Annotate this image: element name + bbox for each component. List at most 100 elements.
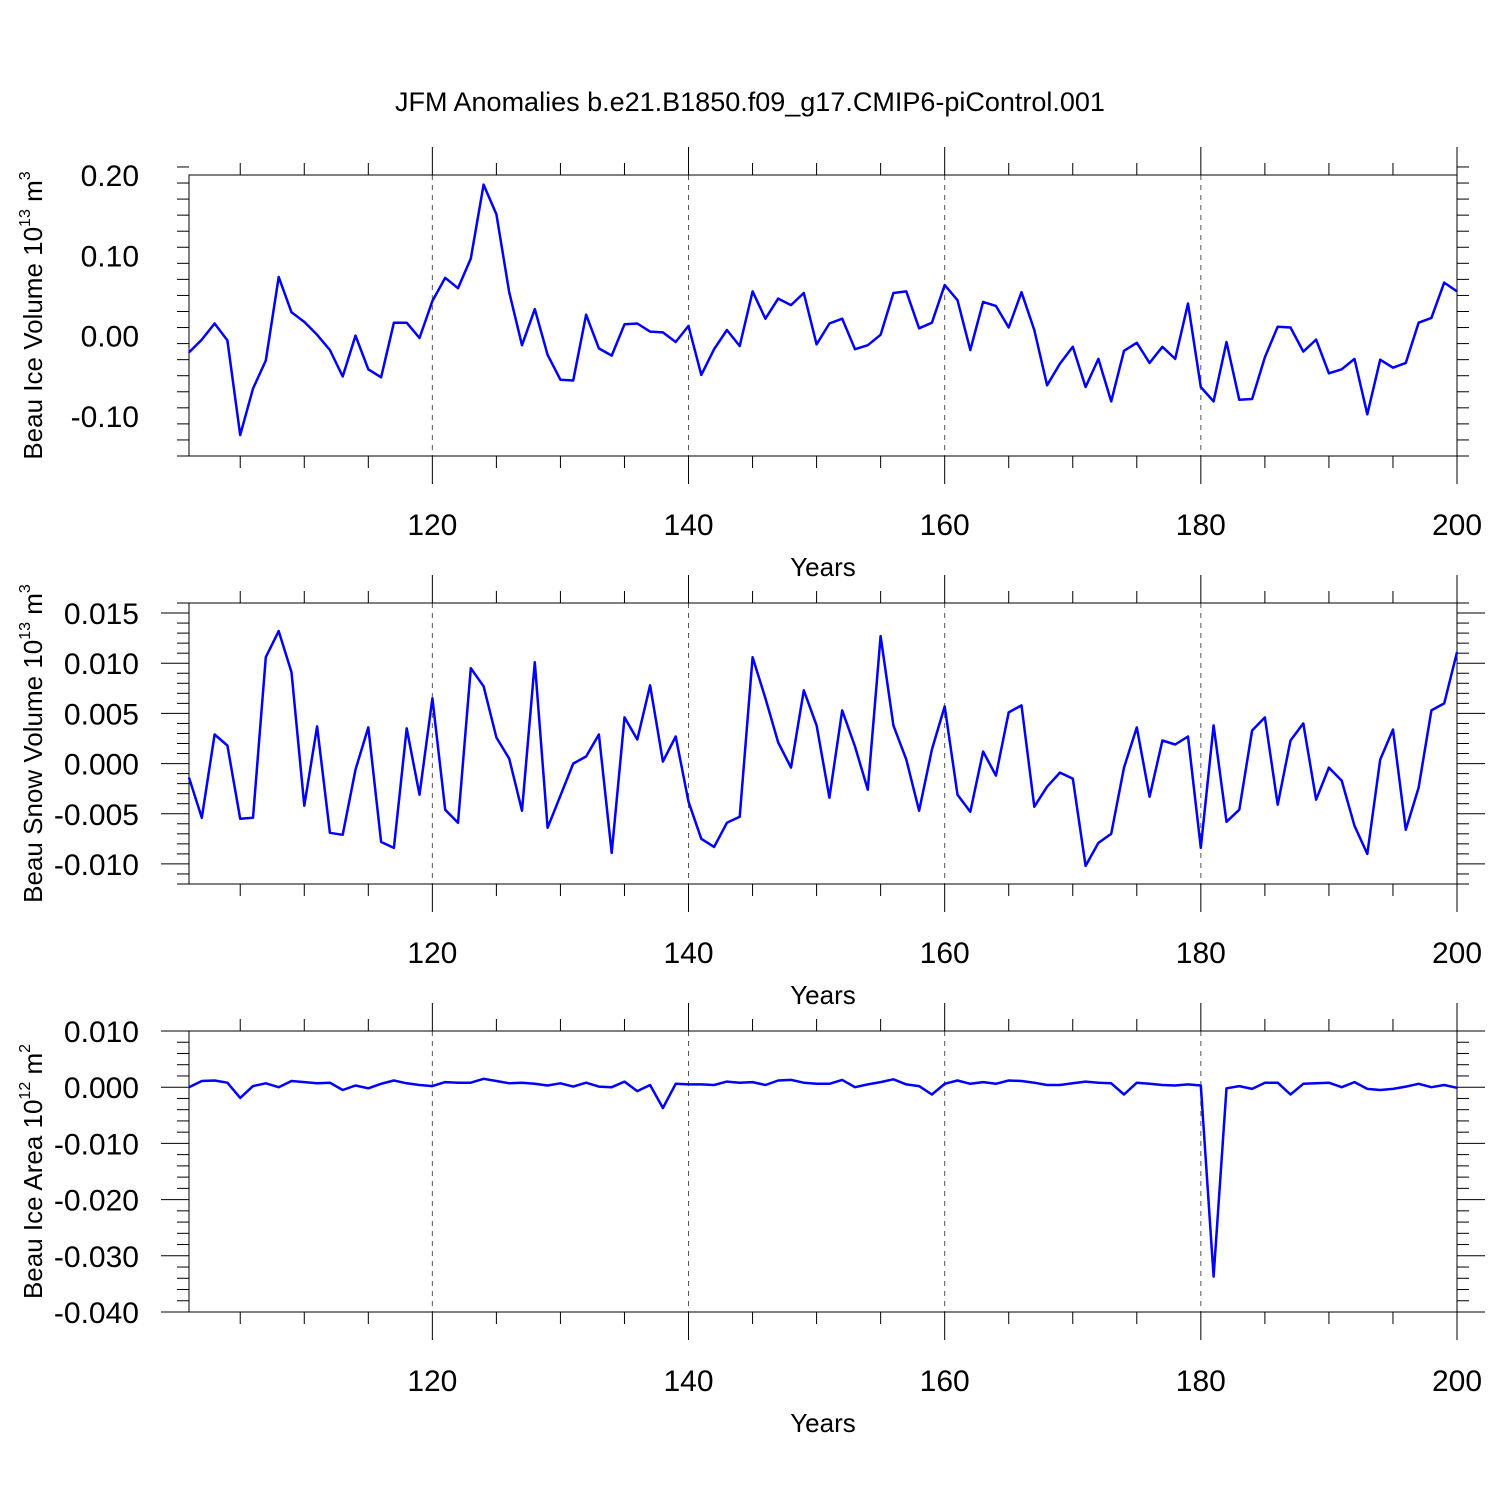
data-point	[470, 1081, 472, 1084]
data-point	[1379, 358, 1381, 361]
data-point	[1340, 368, 1343, 371]
y-tick-label: -0.040	[54, 1297, 139, 1330]
data-point	[1225, 341, 1228, 343]
data-point	[892, 292, 895, 294]
y-tick-label: -0.010	[54, 1128, 139, 1161]
data-point	[495, 736, 498, 739]
data-point	[444, 277, 447, 279]
data-point	[726, 1080, 728, 1083]
data-point	[636, 1090, 639, 1092]
data-point	[1456, 1087, 1458, 1089]
data-point	[1161, 1084, 1164, 1086]
data-point	[1328, 372, 1330, 375]
data-point	[867, 1083, 869, 1086]
x-axis-label: Years	[790, 1408, 856, 1438]
x-axis-label: Years	[790, 980, 856, 1010]
data-point	[265, 656, 267, 658]
data-point	[354, 768, 357, 771]
data-point	[239, 818, 241, 820]
data-point	[777, 1079, 779, 1082]
data-point	[213, 1079, 216, 1082]
data-point	[1392, 728, 1394, 731]
data-point	[1072, 1082, 1074, 1085]
data-point	[1020, 704, 1023, 707]
data-point	[969, 349, 972, 351]
y-tick-label: 0.010	[64, 1016, 139, 1049]
data-point	[482, 183, 485, 186]
data-point	[598, 347, 600, 350]
data-point	[700, 374, 703, 376]
data-point	[803, 689, 805, 692]
data-point	[931, 321, 933, 324]
plot-frame	[188, 1030, 1458, 1313]
data-point	[1302, 1083, 1305, 1085]
data-point	[431, 697, 434, 700]
data-point	[1174, 358, 1176, 360]
data-point	[662, 331, 664, 334]
data-point	[956, 299, 959, 302]
data-point	[649, 684, 651, 687]
data-point	[1148, 795, 1151, 798]
x-tick-label: 160	[920, 1365, 970, 1398]
data-point	[1328, 766, 1330, 769]
data-point	[674, 341, 677, 343]
data-point	[188, 776, 190, 779]
data-point	[803, 1081, 805, 1084]
data-point	[687, 800, 690, 803]
data-point	[1123, 350, 1125, 352]
data-point	[470, 667, 472, 669]
data-point	[1405, 829, 1407, 831]
data-point	[290, 311, 293, 314]
data-point	[879, 1081, 882, 1083]
data-point	[790, 1079, 792, 1081]
data-point	[738, 1081, 741, 1084]
data-point	[1289, 326, 1292, 329]
data-point	[1443, 281, 1445, 284]
data-point	[713, 1084, 715, 1086]
data-point	[1417, 321, 1420, 324]
data-point	[610, 1086, 613, 1088]
data-point	[1110, 1082, 1112, 1085]
data-point	[188, 1086, 190, 1088]
data-point	[457, 287, 459, 290]
data-point	[879, 635, 882, 637]
data-point	[918, 1085, 920, 1087]
data-point	[508, 757, 511, 760]
data-point	[1123, 766, 1125, 769]
data-point	[1251, 729, 1253, 732]
data-point	[623, 716, 626, 719]
data-point	[751, 1081, 754, 1083]
series-line	[188, 1077, 1458, 1278]
data-point	[329, 349, 331, 351]
data-point	[1276, 803, 1279, 806]
data-point	[623, 323, 626, 326]
y-tick-label: 0.005	[64, 698, 139, 731]
data-point	[674, 735, 677, 738]
data-point	[726, 329, 728, 331]
data-point	[995, 305, 997, 307]
data-point	[687, 325, 690, 327]
data-point	[982, 1081, 984, 1083]
data-point	[1315, 338, 1317, 341]
data-point	[1174, 1084, 1176, 1087]
data-point	[1212, 1275, 1215, 1278]
panel-1: 0.20 0.10 0.00 -0.10 120 140 160 180 200 Years Bea…	[17, 147, 1482, 582]
data-point	[367, 1087, 370, 1090]
data-point	[482, 685, 485, 688]
data-point	[470, 257, 472, 260]
data-point	[1212, 400, 1215, 403]
data-point	[1405, 1085, 1407, 1088]
data-point	[329, 832, 331, 834]
data-point	[1020, 291, 1023, 294]
data-point	[534, 308, 536, 310]
y-tick-label: -0.005	[54, 799, 139, 832]
data-point	[1379, 758, 1381, 761]
data-point	[738, 345, 741, 347]
data-point	[1046, 1084, 1048, 1086]
data-point	[636, 322, 639, 325]
data-point	[1136, 726, 1138, 729]
data-point	[1366, 853, 1369, 855]
data-point	[751, 290, 754, 293]
data-point	[585, 1081, 587, 1084]
